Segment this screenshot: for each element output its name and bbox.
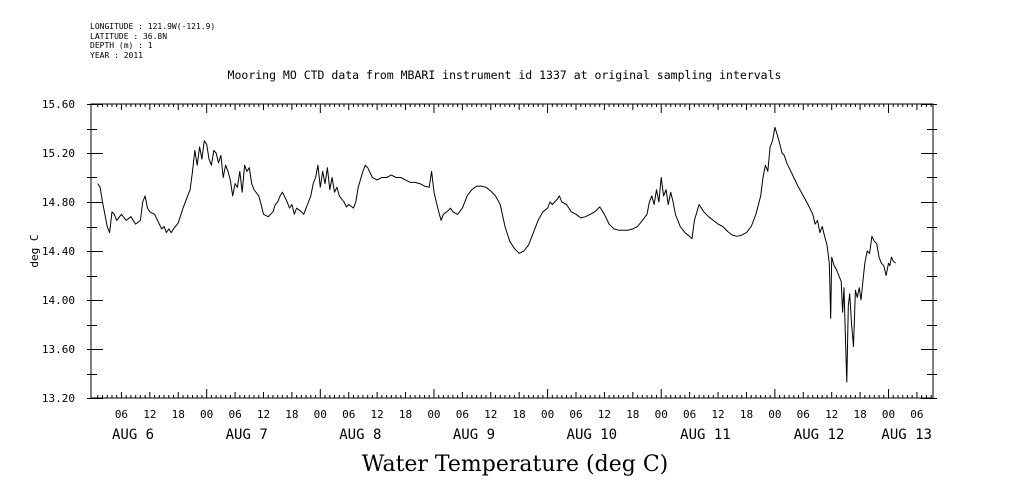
x-hour-label: 18 bbox=[513, 408, 526, 421]
x-hour-label: 00 bbox=[768, 408, 781, 421]
y-axis-label: deg C bbox=[28, 234, 41, 267]
x-day-label: AUG 13 bbox=[881, 427, 932, 443]
temperature-series-line bbox=[97, 126, 896, 383]
metadata-block: LONGITUDE : 121.9W(-121.9) LATITUDE : 36… bbox=[90, 22, 215, 60]
x-day-label: AUG 7 bbox=[226, 427, 268, 443]
year-label: YEAR : 2011 bbox=[90, 50, 143, 60]
x-day-label: AUG 9 bbox=[453, 427, 495, 443]
plot-frame bbox=[90, 103, 934, 399]
x-hour-label: 12 bbox=[484, 408, 497, 421]
x-hour-label: 12 bbox=[598, 408, 611, 421]
x-hour-label: 06 bbox=[683, 408, 696, 421]
x-hour-label: 00 bbox=[200, 408, 213, 421]
x-hour-label: 00 bbox=[655, 408, 668, 421]
depth-label: DEPTH (m) : 1 bbox=[90, 41, 153, 50]
y-tick-label: 13.20 bbox=[42, 392, 75, 405]
x-day-label: AUG 11 bbox=[680, 427, 731, 443]
y-tick-marks bbox=[87, 104, 937, 399]
y-tick-label: 15.60 bbox=[42, 98, 75, 111]
y-tick-label: 14.40 bbox=[42, 245, 75, 258]
x-hour-label: 12 bbox=[711, 408, 724, 421]
x-day-label: AUG 8 bbox=[339, 427, 381, 443]
x-hour-label: 12 bbox=[143, 408, 156, 421]
x-hour-label: 18 bbox=[399, 408, 412, 421]
chart-title: Mooring MO CTD data from MBARI instrumen… bbox=[227, 68, 782, 82]
x-hour-label: 12 bbox=[257, 408, 270, 421]
x-hour-label: 00 bbox=[541, 408, 554, 421]
x-hour-label: 06 bbox=[115, 408, 128, 421]
x-hour-label: 06 bbox=[342, 408, 355, 421]
x-hour-label: 06 bbox=[910, 408, 923, 421]
x-hour-label: 18 bbox=[172, 408, 185, 421]
x-hour-label: 06 bbox=[456, 408, 469, 421]
latitude-label: LATITUDE : 36.8N bbox=[90, 31, 168, 41]
x-hour-label: 12 bbox=[825, 408, 838, 421]
x-day-label: AUG 10 bbox=[567, 427, 618, 443]
x-hour-label: 12 bbox=[371, 408, 384, 421]
x-hour-label: 06 bbox=[797, 408, 810, 421]
x-hour-label: 18 bbox=[626, 408, 639, 421]
x-tick-marks bbox=[97, 104, 932, 398]
x-hour-label: 18 bbox=[285, 408, 298, 421]
y-tick-label: 14.80 bbox=[42, 196, 75, 209]
y-tick-label: 15.20 bbox=[42, 147, 75, 160]
footer-title: Water Temperature (deg C) bbox=[361, 452, 669, 477]
x-hour-label: 18 bbox=[740, 408, 753, 421]
x-hour-label: 00 bbox=[314, 408, 327, 421]
x-hour-label: 00 bbox=[882, 408, 895, 421]
x-day-label: AUG 6 bbox=[112, 427, 154, 443]
x-day-label: AUG 12 bbox=[794, 427, 845, 443]
y-tick-label: 14.00 bbox=[42, 294, 75, 307]
x-hour-label: 06 bbox=[569, 408, 582, 421]
x-hour-label: 18 bbox=[853, 408, 866, 421]
x-hour-label: 00 bbox=[427, 408, 440, 421]
x-hour-label: 06 bbox=[228, 408, 241, 421]
y-tick-label: 13.60 bbox=[42, 343, 75, 356]
longitude-label: LONGITUDE : 121.9W(-121.9) bbox=[90, 22, 216, 31]
